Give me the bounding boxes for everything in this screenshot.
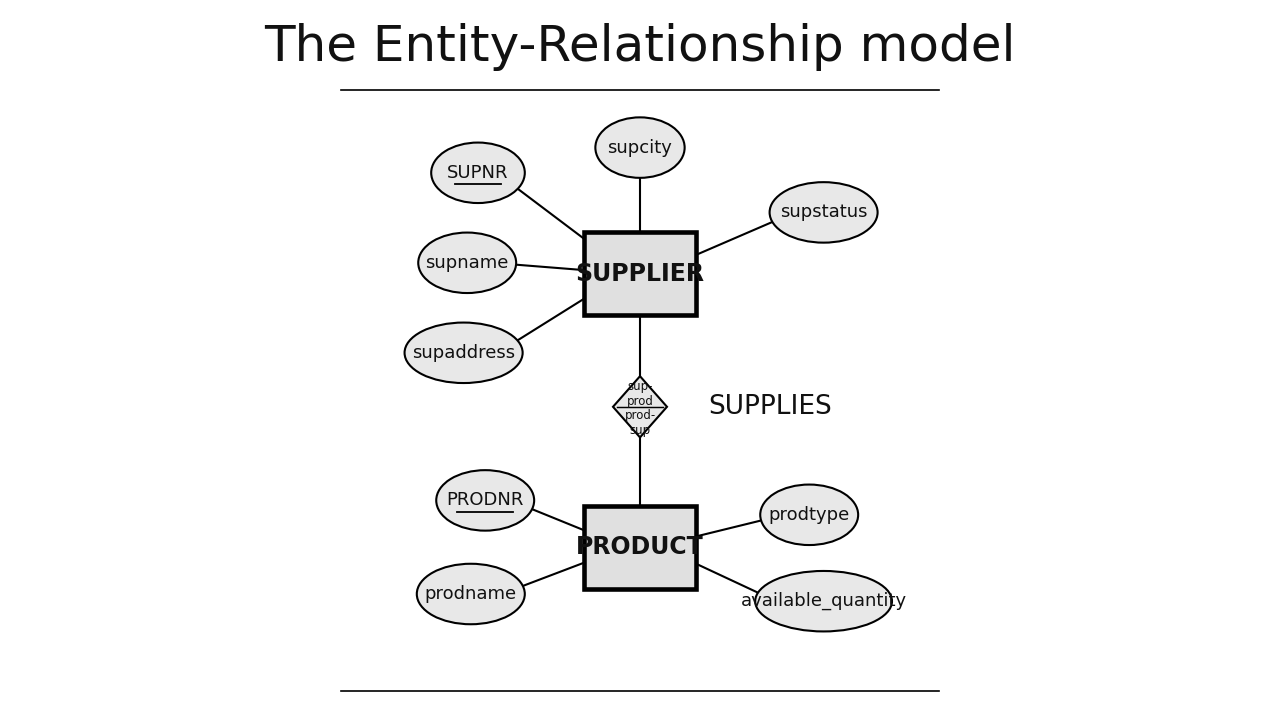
Ellipse shape bbox=[760, 485, 858, 545]
Text: available_quantity: available_quantity bbox=[741, 592, 906, 611]
Ellipse shape bbox=[417, 564, 525, 624]
Text: supname: supname bbox=[425, 254, 509, 272]
Ellipse shape bbox=[431, 143, 525, 203]
Text: prod-
sup: prod- sup bbox=[625, 409, 655, 436]
Ellipse shape bbox=[769, 182, 878, 243]
Ellipse shape bbox=[755, 571, 892, 631]
Text: supstatus: supstatus bbox=[780, 204, 868, 222]
Ellipse shape bbox=[595, 117, 685, 178]
Text: prodname: prodname bbox=[425, 585, 517, 603]
Text: SUPPLIER: SUPPLIER bbox=[576, 261, 704, 286]
Text: PRODUCT: PRODUCT bbox=[576, 535, 704, 559]
Ellipse shape bbox=[404, 323, 522, 383]
Polygon shape bbox=[613, 376, 667, 438]
Text: SUPNR: SUPNR bbox=[447, 164, 508, 182]
Text: supaddress: supaddress bbox=[412, 344, 515, 362]
Text: sup-
prod: sup- prod bbox=[627, 380, 653, 408]
Text: PRODNR: PRODNR bbox=[447, 492, 524, 510]
Text: The Entity-Relationship model: The Entity-Relationship model bbox=[264, 23, 1016, 71]
FancyBboxPatch shape bbox=[584, 233, 696, 315]
Ellipse shape bbox=[436, 470, 534, 531]
Text: supcity: supcity bbox=[608, 138, 672, 157]
FancyBboxPatch shape bbox=[584, 506, 696, 589]
Text: prodtype: prodtype bbox=[768, 506, 850, 524]
Ellipse shape bbox=[419, 233, 516, 293]
Text: SUPPLIES: SUPPLIES bbox=[708, 394, 832, 420]
